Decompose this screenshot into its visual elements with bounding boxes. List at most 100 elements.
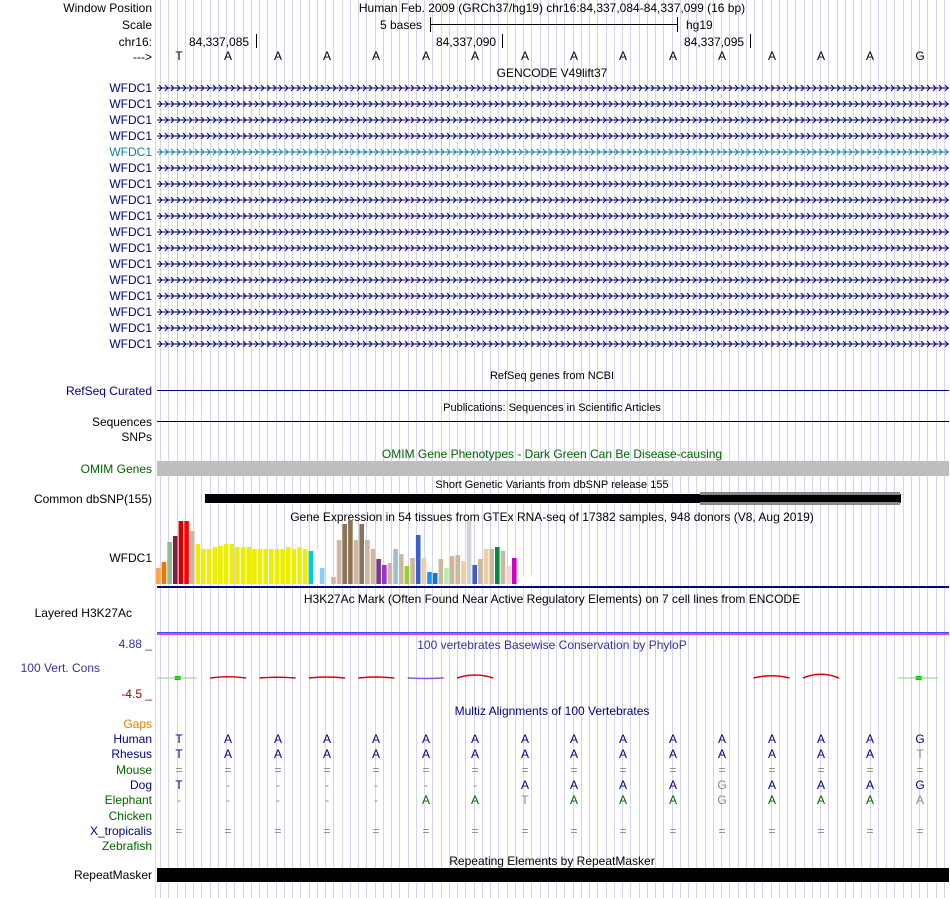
phylop-plot[interactable] — [157, 650, 949, 690]
gtex-tissue-bar[interactable] — [297, 547, 302, 584]
snps-track-label[interactable]: SNPs — [121, 430, 152, 444]
gtex-tissue-bar[interactable] — [415, 535, 421, 584]
gtex-tissue-bar[interactable] — [528, 575, 534, 584]
gtex-tissue-bar[interactable] — [308, 551, 314, 584]
gencode-transcript-line[interactable] — [157, 115, 949, 125]
gtex-tissue-bar[interactable] — [478, 559, 483, 584]
gtex-tissue-bar[interactable] — [229, 544, 235, 584]
gencode-transcript-label[interactable]: WFDC1 — [109, 225, 152, 239]
gtex-tissue-bar[interactable] — [314, 549, 319, 584]
gtex-tissue-bar[interactable] — [195, 544, 201, 584]
gtex-tissue-bar[interactable] — [370, 549, 376, 584]
gencode-transcript-line[interactable] — [157, 179, 949, 189]
gencode-transcript-line[interactable] — [157, 259, 949, 269]
gtex-tissue-bar[interactable] — [285, 547, 291, 584]
gtex-tissue-bar[interactable] — [342, 524, 348, 584]
gtex-tissue-bar[interactable] — [483, 549, 489, 584]
gtex-tissue-bar[interactable] — [212, 547, 218, 584]
gencode-transcript-line[interactable] — [157, 99, 949, 109]
species-label[interactable]: X_tropicalis — [89, 824, 152, 838]
gencode-transcript-label[interactable]: WFDC1 — [109, 209, 152, 223]
gtex-tissue-bar[interactable] — [274, 549, 280, 584]
gtex-tissue-bar[interactable] — [427, 572, 432, 584]
dbsnp-variant-bar[interactable] — [205, 494, 901, 503]
gtex-tissue-bar[interactable] — [201, 549, 206, 584]
gtex-tissue-bar[interactable] — [387, 563, 393, 584]
repeatmasker-feature[interactable] — [157, 868, 949, 882]
omim-track-label[interactable]: OMIM Genes — [80, 462, 152, 476]
gtex-tissue-bar[interactable] — [500, 551, 506, 584]
gtex-tissue-bar[interactable] — [523, 575, 528, 584]
gtex-tissue-bar[interactable] — [336, 540, 342, 584]
gtex-tissue-bar[interactable] — [161, 562, 167, 584]
gencode-transcript-line[interactable] — [157, 339, 949, 349]
gtex-tissue-bar[interactable] — [172, 536, 178, 584]
gencode-transcript-line[interactable] — [157, 291, 949, 301]
gencode-transcript-line[interactable] — [157, 83, 949, 93]
gencode-transcript-label[interactable]: WFDC1 — [109, 337, 152, 351]
gtex-tissue-bar[interactable] — [455, 555, 461, 584]
gtex-tissue-bar[interactable] — [393, 549, 398, 584]
gencode-transcript-label[interactable]: WFDC1 — [109, 289, 152, 303]
refseq-track-label[interactable]: RefSeq Curated — [65, 384, 152, 398]
gtex-tissue-bar[interactable] — [495, 547, 500, 584]
gencode-transcript-line[interactable] — [157, 307, 949, 317]
gtex-tissue-bar[interactable] — [410, 558, 415, 584]
species-label[interactable]: Dog — [129, 778, 152, 792]
gtex-bar-chart[interactable] — [155, 520, 555, 586]
gencode-transcript-label[interactable]: WFDC1 — [109, 193, 152, 207]
gtex-tissue-bar[interactable] — [218, 546, 223, 584]
gencode-transcript-label[interactable]: WFDC1 — [109, 257, 152, 271]
gtex-tissue-bar[interactable] — [376, 559, 381, 584]
gencode-transcript-label[interactable]: WFDC1 — [109, 145, 152, 159]
species-label[interactable]: Chicken — [108, 809, 152, 823]
gencode-transcript-line[interactable] — [157, 147, 949, 157]
h3k27ac-signal-magenta[interactable] — [157, 633, 949, 635]
gencode-transcript-line[interactable] — [157, 131, 949, 141]
gtex-tissue-bar[interactable] — [263, 549, 268, 584]
gencode-transcript-line[interactable] — [157, 275, 949, 285]
gtex-tissue-bar[interactable] — [189, 531, 195, 584]
gtex-tissue-bar[interactable] — [156, 568, 161, 584]
gtex-tissue-bar[interactable] — [353, 540, 359, 584]
gtex-tissue-bar[interactable] — [280, 549, 285, 584]
refseq-track-line[interactable] — [157, 390, 949, 391]
gtex-tissue-bar[interactable] — [235, 547, 240, 584]
gencode-transcript-label[interactable]: WFDC1 — [109, 129, 152, 143]
gtex-tissue-bar[interactable] — [291, 549, 297, 584]
gencode-transcript-label[interactable]: WFDC1 — [109, 241, 152, 255]
gtex-tissue-bar[interactable] — [252, 549, 257, 584]
gtex-tissue-bar[interactable] — [269, 549, 274, 584]
gtex-tissue-bar[interactable] — [246, 547, 251, 584]
h3k27ac-signal-blue[interactable] — [157, 632, 949, 633]
gtex-tissue-bar[interactable] — [511, 558, 517, 584]
repeatmasker-track-label[interactable]: RepeatMasker — [73, 868, 152, 882]
gencode-transcript-line[interactable] — [157, 323, 949, 333]
gencode-transcript-label[interactable]: WFDC1 — [109, 81, 152, 95]
h3k27ac-track-label[interactable]: Layered H3K27Ac — [34, 606, 132, 620]
gtex-tissue-bar[interactable] — [223, 544, 229, 584]
species-label[interactable]: Human — [113, 732, 152, 746]
gencode-transcript-line[interactable] — [157, 195, 949, 205]
gtex-tissue-bar[interactable] — [206, 549, 212, 584]
gencode-transcript-label[interactable]: WFDC1 — [109, 177, 152, 191]
gtex-tissue-bar[interactable] — [240, 547, 246, 584]
gtex-tissue-bar[interactable] — [489, 549, 494, 584]
gtex-tissue-bar[interactable] — [432, 573, 438, 584]
publications-track-line[interactable] — [157, 421, 949, 422]
gtex-tissue-bar[interactable] — [365, 540, 370, 584]
gtex-tissue-bar[interactable] — [302, 549, 308, 584]
phylop-track-label[interactable]: 100 Vert. Cons — [20, 661, 100, 675]
gencode-transcript-line[interactable] — [157, 243, 949, 253]
gtex-track-label[interactable]: WFDC1 — [109, 551, 152, 565]
gtex-tissue-bar[interactable] — [319, 568, 325, 584]
gencode-transcript-label[interactable]: WFDC1 — [109, 113, 152, 127]
species-label[interactable]: Mouse — [115, 763, 152, 777]
gtex-tissue-bar[interactable] — [517, 562, 523, 584]
omim-track-feature[interactable] — [157, 461, 949, 476]
gtex-tissue-bar[interactable] — [449, 556, 455, 584]
gtex-tissue-bar[interactable] — [348, 520, 353, 584]
gtex-tissue-bar[interactable] — [257, 549, 263, 584]
dbsnp-track-label[interactable]: Common dbSNP(155) — [33, 492, 152, 506]
